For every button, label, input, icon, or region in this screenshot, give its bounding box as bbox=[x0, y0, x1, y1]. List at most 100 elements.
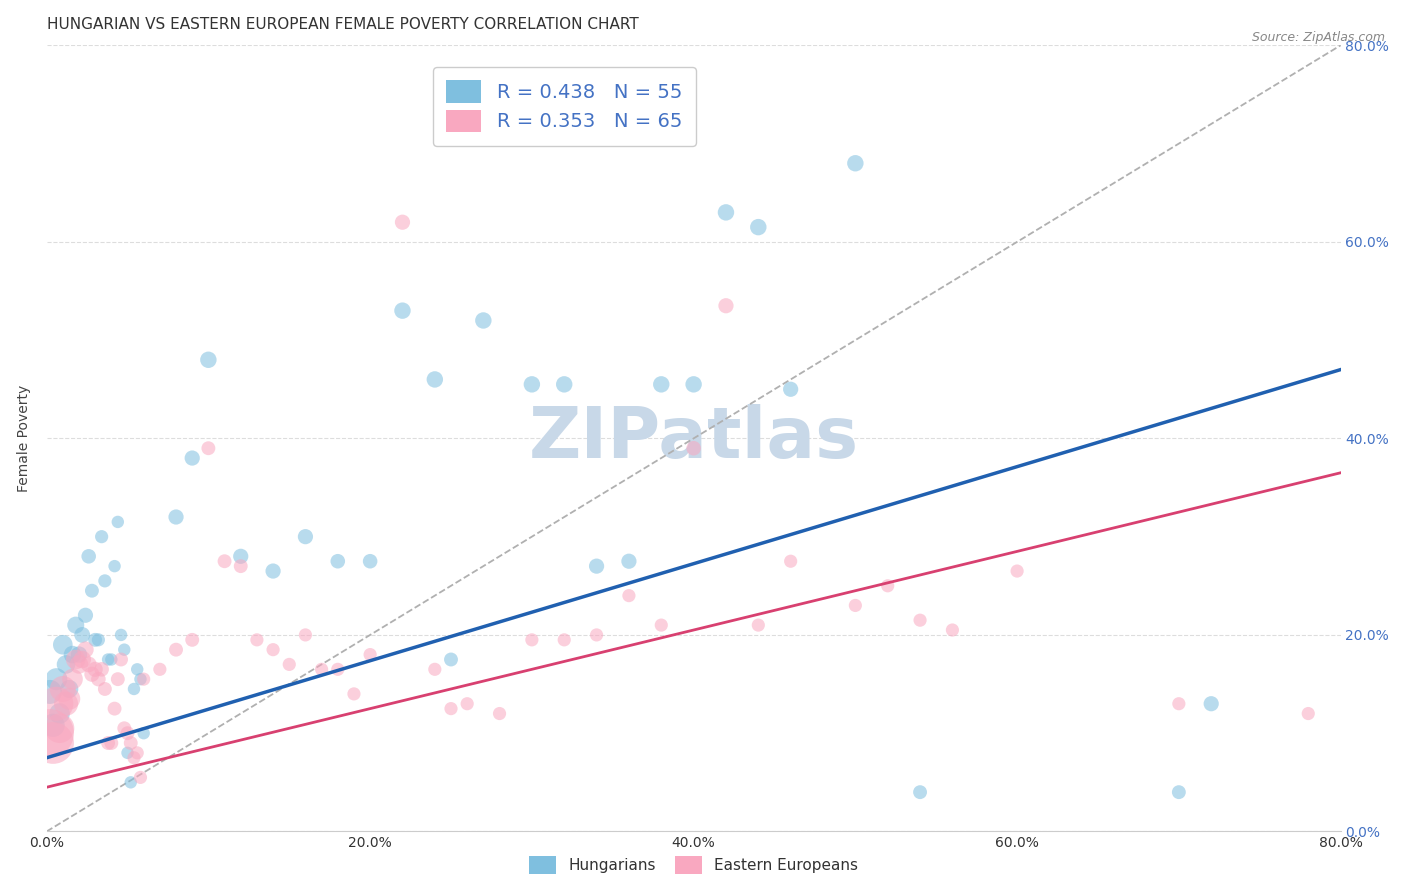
Point bbox=[129, 672, 152, 686]
Point bbox=[110, 628, 132, 642]
Point bbox=[262, 642, 284, 657]
Point bbox=[87, 632, 110, 647]
Point bbox=[262, 564, 284, 578]
Point bbox=[844, 156, 866, 170]
Point bbox=[246, 632, 269, 647]
Point bbox=[62, 648, 84, 662]
Point bbox=[165, 642, 187, 657]
Point bbox=[520, 632, 543, 647]
Point bbox=[120, 775, 142, 789]
Point bbox=[55, 657, 77, 672]
Point bbox=[112, 721, 135, 735]
Point bbox=[90, 530, 112, 544]
Point bbox=[84, 662, 107, 676]
Point bbox=[129, 771, 152, 785]
Point bbox=[876, 579, 898, 593]
Point bbox=[908, 785, 931, 799]
Point bbox=[682, 377, 704, 392]
Point bbox=[488, 706, 510, 721]
Point bbox=[214, 554, 236, 568]
Point bbox=[97, 736, 120, 750]
Point bbox=[326, 554, 349, 568]
Point bbox=[38, 685, 60, 699]
Legend: Hungarians, Eastern Europeans: Hungarians, Eastern Europeans bbox=[520, 847, 868, 883]
Point bbox=[423, 662, 446, 676]
Point bbox=[70, 652, 93, 666]
Point bbox=[650, 618, 672, 632]
Point bbox=[52, 638, 75, 652]
Point bbox=[311, 662, 333, 676]
Point bbox=[55, 697, 77, 711]
Point bbox=[107, 672, 129, 686]
Point bbox=[294, 530, 316, 544]
Point bbox=[75, 608, 97, 623]
Point bbox=[103, 559, 125, 574]
Point bbox=[682, 441, 704, 455]
Point bbox=[65, 652, 87, 666]
Point bbox=[278, 657, 301, 672]
Point bbox=[132, 672, 155, 686]
Point bbox=[45, 697, 67, 711]
Point bbox=[520, 377, 543, 392]
Point bbox=[585, 559, 607, 574]
Point bbox=[94, 681, 117, 696]
Point bbox=[84, 632, 107, 647]
Point bbox=[747, 618, 769, 632]
Point bbox=[127, 662, 149, 676]
Point bbox=[52, 681, 75, 696]
Point bbox=[80, 667, 103, 681]
Point bbox=[87, 672, 110, 686]
Point bbox=[38, 726, 60, 740]
Point bbox=[103, 701, 125, 715]
Point bbox=[90, 662, 112, 676]
Point bbox=[1167, 785, 1189, 799]
Point bbox=[229, 549, 252, 564]
Point bbox=[62, 672, 84, 686]
Point bbox=[197, 352, 219, 367]
Point bbox=[97, 652, 120, 666]
Point bbox=[120, 736, 142, 750]
Point bbox=[117, 726, 139, 740]
Point bbox=[100, 736, 122, 750]
Point bbox=[45, 672, 67, 686]
Point bbox=[472, 313, 495, 327]
Text: Source: ZipAtlas.com: Source: ZipAtlas.com bbox=[1251, 31, 1385, 45]
Point bbox=[77, 657, 100, 672]
Point bbox=[122, 681, 145, 696]
Point bbox=[70, 628, 93, 642]
Point bbox=[908, 613, 931, 627]
Point bbox=[359, 648, 381, 662]
Point bbox=[440, 652, 463, 666]
Point bbox=[165, 510, 187, 524]
Point bbox=[181, 632, 204, 647]
Point bbox=[294, 628, 316, 642]
Point bbox=[229, 559, 252, 574]
Point bbox=[132, 726, 155, 740]
Point bbox=[42, 736, 65, 750]
Point bbox=[127, 746, 149, 760]
Point bbox=[456, 697, 478, 711]
Point bbox=[326, 662, 349, 676]
Point bbox=[844, 599, 866, 613]
Point bbox=[67, 648, 90, 662]
Point bbox=[779, 382, 801, 396]
Point bbox=[1199, 697, 1222, 711]
Point bbox=[553, 632, 575, 647]
Point bbox=[1005, 564, 1028, 578]
Point bbox=[149, 662, 172, 676]
Point bbox=[585, 628, 607, 642]
Point bbox=[1167, 697, 1189, 711]
Point bbox=[48, 706, 70, 721]
Point bbox=[80, 583, 103, 598]
Point bbox=[617, 554, 640, 568]
Point bbox=[94, 574, 117, 588]
Point bbox=[617, 589, 640, 603]
Point bbox=[65, 618, 87, 632]
Y-axis label: Female Poverty: Female Poverty bbox=[17, 384, 31, 492]
Point bbox=[110, 652, 132, 666]
Point bbox=[197, 441, 219, 455]
Point bbox=[107, 515, 129, 529]
Point bbox=[423, 372, 446, 386]
Point bbox=[122, 751, 145, 765]
Text: HUNGARIAN VS EASTERN EUROPEAN FEMALE POVERTY CORRELATION CHART: HUNGARIAN VS EASTERN EUROPEAN FEMALE POV… bbox=[46, 17, 638, 32]
